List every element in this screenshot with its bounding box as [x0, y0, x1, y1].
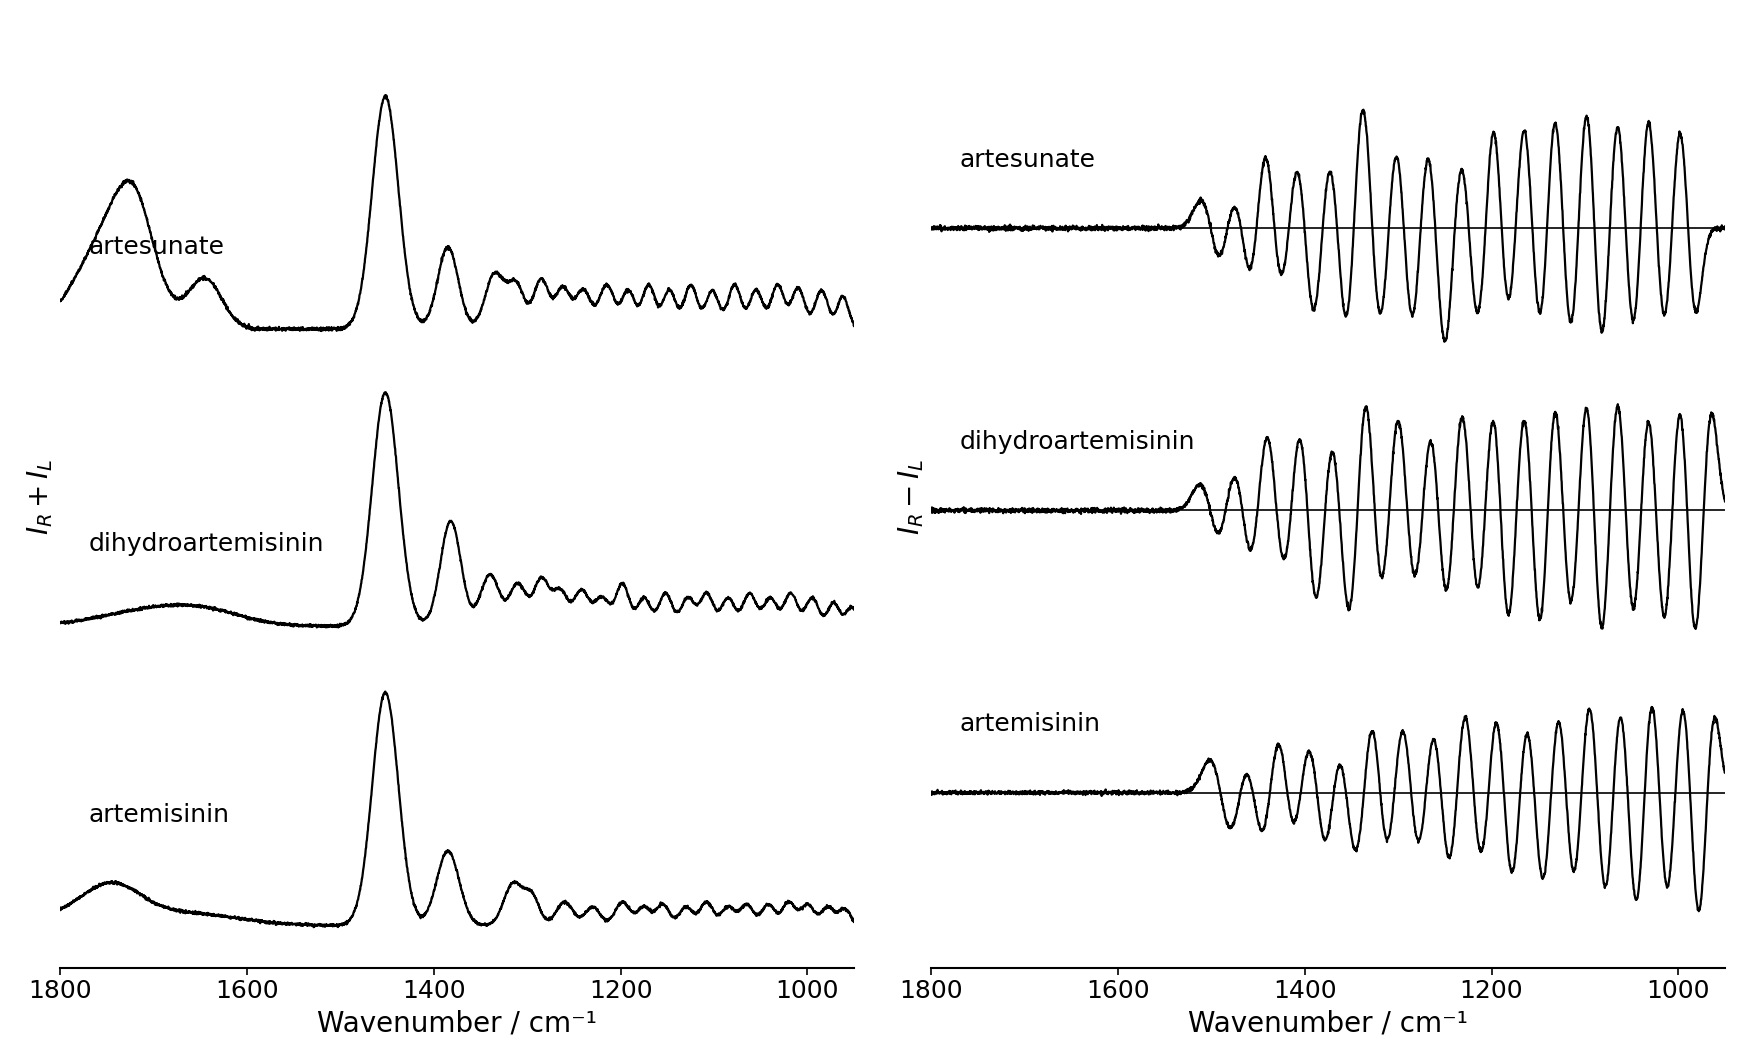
Text: dihydroartemisinin: dihydroartemisinin	[88, 532, 324, 556]
Y-axis label: $I_R + I_L$: $I_R + I_L$	[24, 458, 54, 534]
Text: artesunate: artesunate	[88, 235, 224, 259]
X-axis label: Wavenumber / cm⁻¹: Wavenumber / cm⁻¹	[1188, 1009, 1468, 1037]
Text: artemisinin: artemisinin	[959, 713, 1101, 736]
Text: dihydroartemisinin: dihydroartemisinin	[959, 430, 1195, 453]
X-axis label: Wavenumber / cm⁻¹: Wavenumber / cm⁻¹	[317, 1009, 597, 1037]
Text: artemisinin: artemisinin	[88, 803, 229, 827]
Text: artesunate: artesunate	[959, 148, 1096, 172]
Y-axis label: $I_R - I_L$: $I_R - I_L$	[896, 458, 926, 534]
